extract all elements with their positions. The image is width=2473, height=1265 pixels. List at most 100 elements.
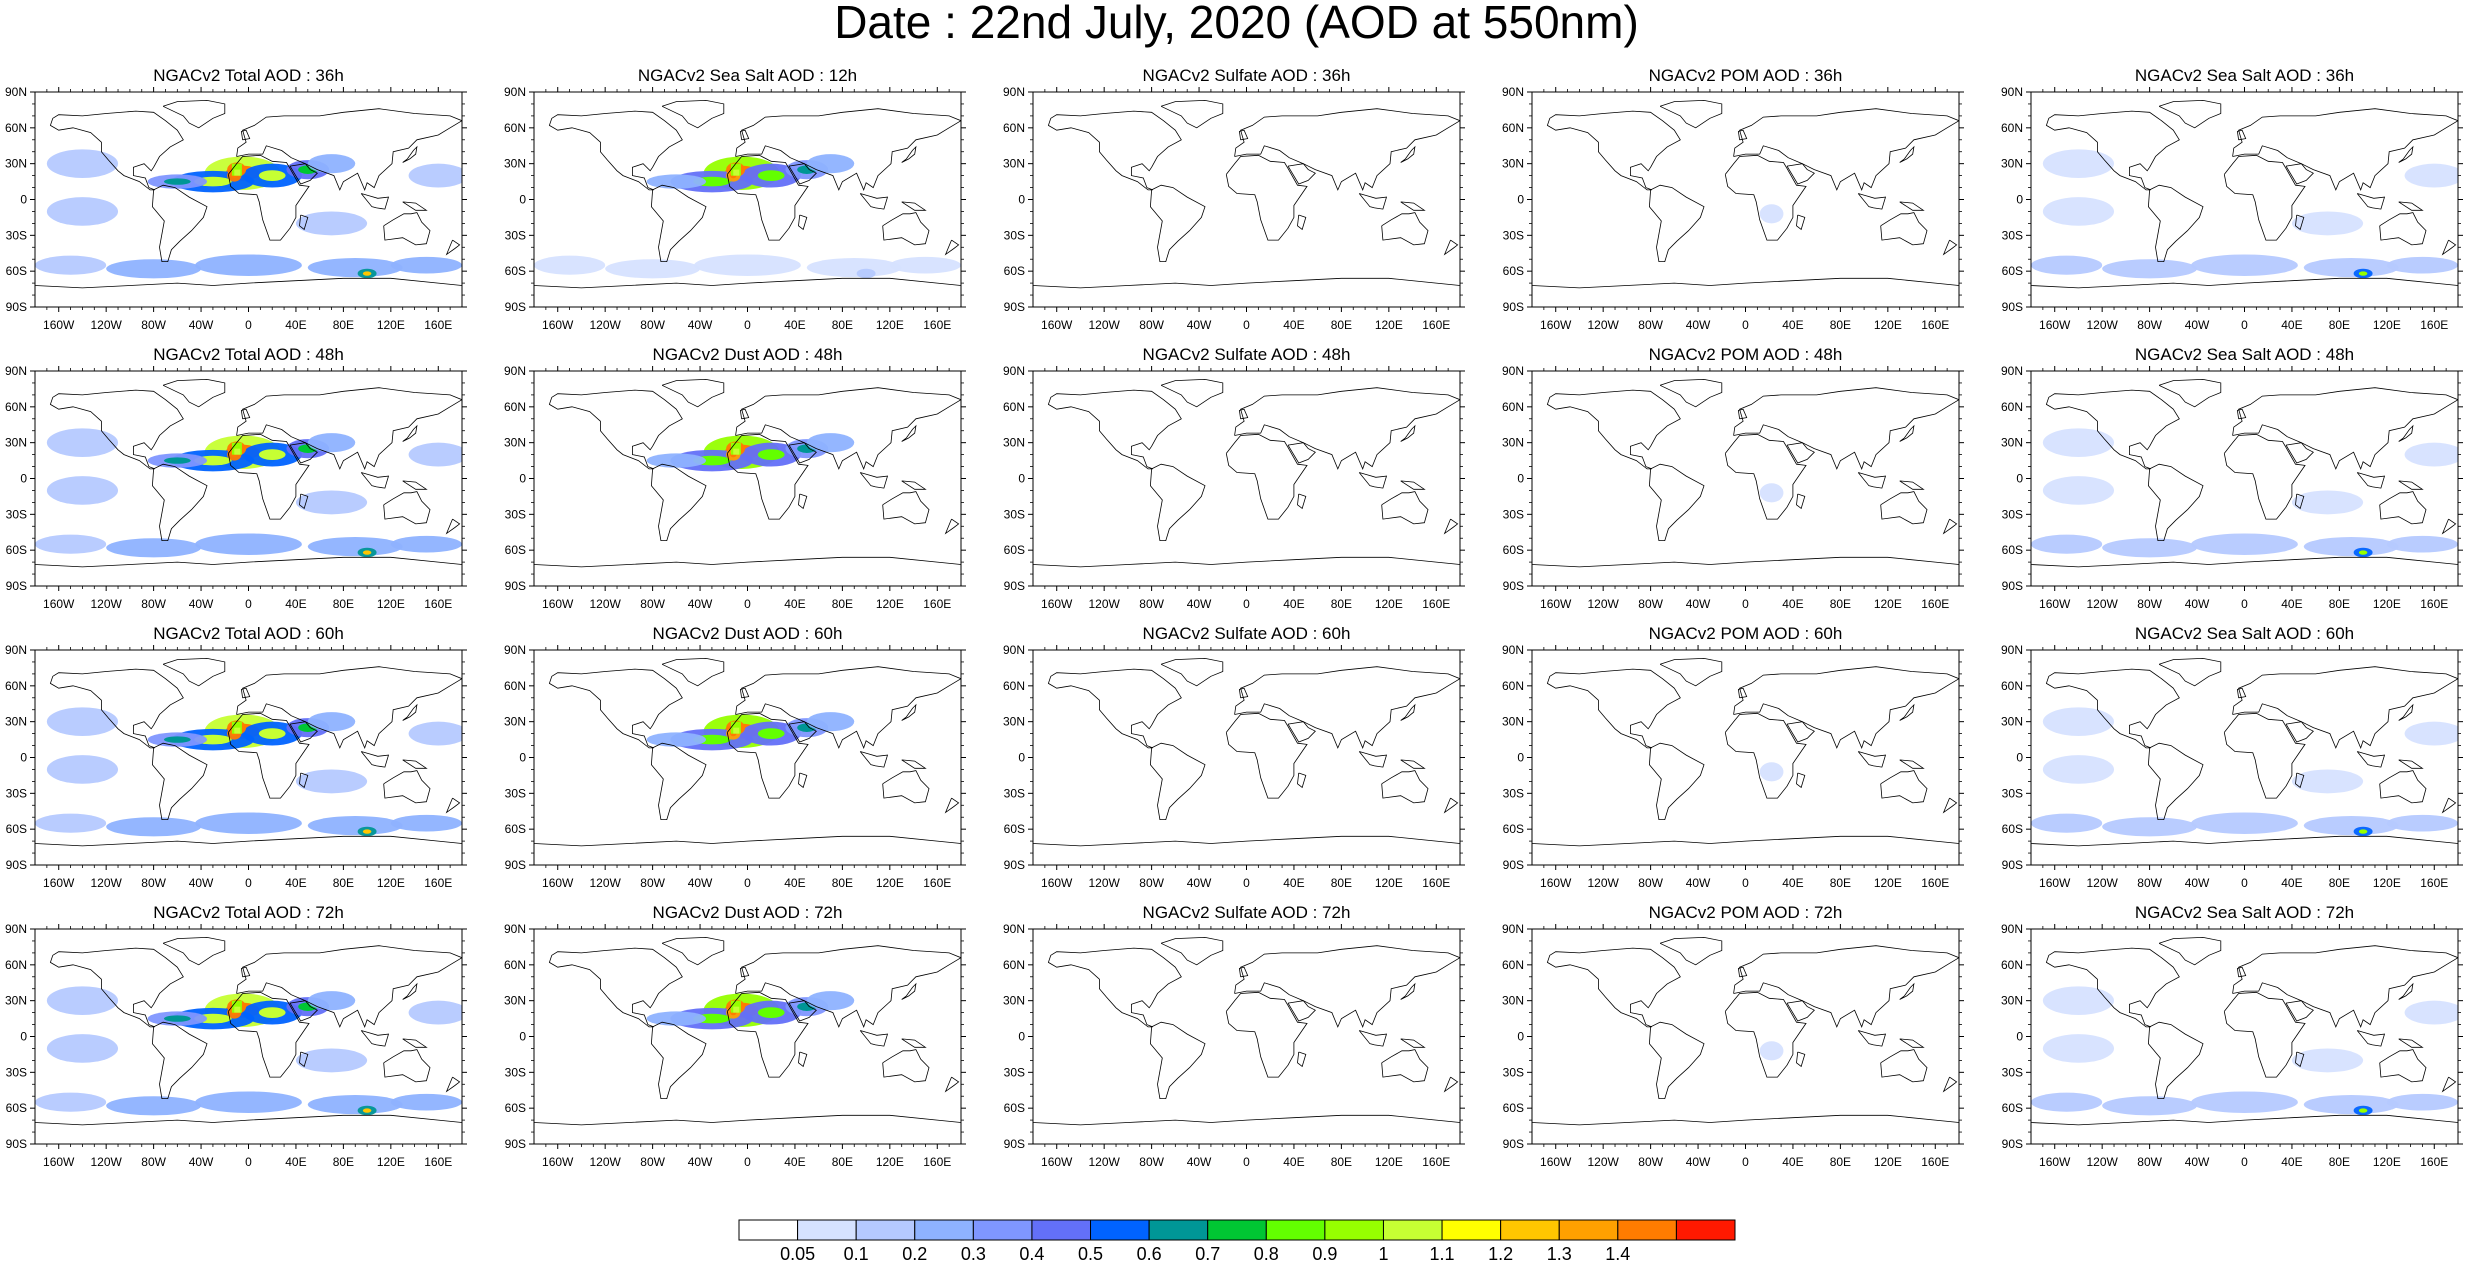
- lat-label: 30S: [505, 228, 526, 242]
- lat-label: 60N: [1502, 958, 1524, 972]
- coastline: [2285, 442, 2314, 464]
- lat-label: 60N: [1502, 121, 1524, 135]
- coastline: [360, 751, 390, 768]
- lat-label: 60S: [505, 1101, 526, 1115]
- colorbar-swatch: [1148, 1219, 1209, 1241]
- coastline: [240, 408, 251, 420]
- coastline: [1358, 193, 1388, 210]
- lat-label: 60N: [2001, 121, 2023, 135]
- lat-label: 0: [1517, 1030, 1524, 1044]
- coastline: [2398, 480, 2424, 490]
- aerosol-patch: [295, 211, 368, 236]
- lon-label: 0: [744, 876, 751, 890]
- aerosol-patch: [694, 254, 801, 276]
- coastline: [445, 797, 461, 814]
- colorbar-label: 1.4: [1605, 1244, 1630, 1264]
- lon-label: 160E: [923, 318, 951, 332]
- lat-label: 60S: [6, 264, 27, 278]
- coastline: [1400, 424, 1416, 442]
- colorbar-label: 0.4: [1019, 1244, 1044, 1264]
- coastline: [1238, 129, 1249, 141]
- coastline: [162, 936, 226, 966]
- aerosol-patch: [856, 268, 876, 279]
- lon-label: 120W: [2086, 597, 2118, 611]
- panel-title: NGACv2 Total AOD : 48h: [153, 345, 344, 364]
- lon-label: 80W: [1139, 597, 1164, 611]
- coastline: [739, 408, 750, 420]
- lon-label: 160E: [1921, 876, 1949, 890]
- lon-label: 160E: [1921, 318, 1949, 332]
- coastline: [49, 389, 184, 470]
- coastline: [2158, 99, 2222, 129]
- coastline: [650, 184, 707, 262]
- lon-label: 120E: [876, 597, 904, 611]
- lat-label: 0: [519, 1030, 526, 1044]
- aerosol-patch: [646, 732, 706, 747]
- coastline: [798, 1051, 808, 1068]
- map-panel: NGACv2 POM AOD : 48h 90N 60N 30N 0 30S 60S 90S 1…: [1497, 345, 1997, 625]
- map-panel: NGACv2 Total AOD : 72h 90N 60N 30N 0 30S 60S 90…: [0, 903, 500, 1183]
- map-panel: NGACv2 POM AOD : 36h 90N 60N 30N 0 30S 60S 90S 1…: [1497, 66, 1997, 346]
- coastline: [162, 378, 226, 408]
- lon-label: 0: [1243, 876, 1250, 890]
- coastline: [739, 966, 750, 978]
- colorbar: 0.05 0.1 0.2 0.3 0.4 0.5 0.6 0.7 0.8 0.9 1 1.1 1.2 1.…: [738, 1219, 1736, 1264]
- coastline: [227, 433, 310, 520]
- aerosol-core: [362, 1108, 372, 1113]
- coastline: [1546, 947, 1681, 1028]
- aerosol-patch: [295, 1048, 368, 1073]
- coastline: [2285, 1000, 2314, 1022]
- coastline: [1546, 110, 1681, 191]
- lat-label: 60N: [504, 400, 526, 414]
- map-svg: 90N 60N 30N 0 30S 60S 90S 160W 120W 80W 40W 0 40E 80E…: [504, 85, 966, 332]
- map-svg: 90N 60N 30N 0 30S 60S 90S 160W 120W 80W 40W 0 40E 80E…: [1502, 85, 1964, 332]
- lon-label: 80E: [333, 597, 354, 611]
- lat-label: 60S: [505, 543, 526, 557]
- lon-label: 80W: [640, 1155, 665, 1169]
- lat-label: 0: [1517, 193, 1524, 207]
- coastline: [1443, 797, 1459, 814]
- coastline: [1225, 433, 1308, 520]
- coastline: [788, 721, 817, 743]
- aerosol-patch: [1759, 1041, 1784, 1061]
- lon-label: 120E: [2373, 876, 2401, 890]
- coastline: [798, 772, 808, 789]
- lon-label: 120W: [589, 597, 621, 611]
- lon-label: 80E: [333, 1155, 354, 1169]
- coastline: [1297, 214, 1307, 231]
- coastline: [735, 945, 961, 1029]
- aerosol-hotspot: [234, 1006, 241, 1013]
- coastline: [735, 108, 961, 192]
- lon-label: 40W: [2185, 876, 2210, 890]
- coastline: [2379, 770, 2427, 804]
- aerosol-patch: [35, 255, 107, 275]
- map-panel: NGACv2 Dust AOD : 60h 90N 60N 30N 0 30S 60S 90S…: [499, 624, 999, 904]
- coastline: [1234, 108, 1460, 192]
- coastline: [2379, 1049, 2427, 1083]
- lat-label: 90N: [5, 922, 27, 936]
- coastline: [1942, 1076, 1958, 1093]
- map-panel: NGACv2 Sea Salt AOD : 12h 90N 60N 30N 0 30S 60…: [499, 66, 999, 346]
- lat-label: 0: [2016, 472, 2023, 486]
- lon-label: 160E: [923, 876, 951, 890]
- map-panel: NGACv2 Sea Salt AOD : 60h 90N 60N 30N 0 30S 60…: [1996, 624, 2473, 904]
- coastline: [1733, 108, 1959, 192]
- map-panel: NGACv2 Sea Salt AOD : 48h 90N 60N 30N 0 30S 60…: [1996, 345, 2473, 625]
- coastline: [2158, 378, 2222, 408]
- map-svg: 90N 60N 30N 0 30S 60S 90S 160W 120W 80W 40W 0 40E 80E…: [1003, 643, 1465, 890]
- coastline: [360, 472, 390, 489]
- coastline: [1899, 759, 1925, 769]
- lon-label: 80W: [2137, 597, 2162, 611]
- coastline: [151, 463, 208, 541]
- coastline: [1358, 472, 1388, 489]
- lon-label: 0: [2241, 876, 2248, 890]
- coastline: [1532, 277, 1959, 289]
- coastline: [1796, 493, 1806, 510]
- lon-label: 160E: [1422, 876, 1450, 890]
- lat-label: 90N: [504, 364, 526, 378]
- aerosol-patch: [2386, 814, 2458, 832]
- coastline: [2356, 751, 2386, 768]
- lon-label: 80W: [141, 1155, 166, 1169]
- coastline: [1400, 703, 1416, 721]
- coastline: [2147, 1021, 2204, 1099]
